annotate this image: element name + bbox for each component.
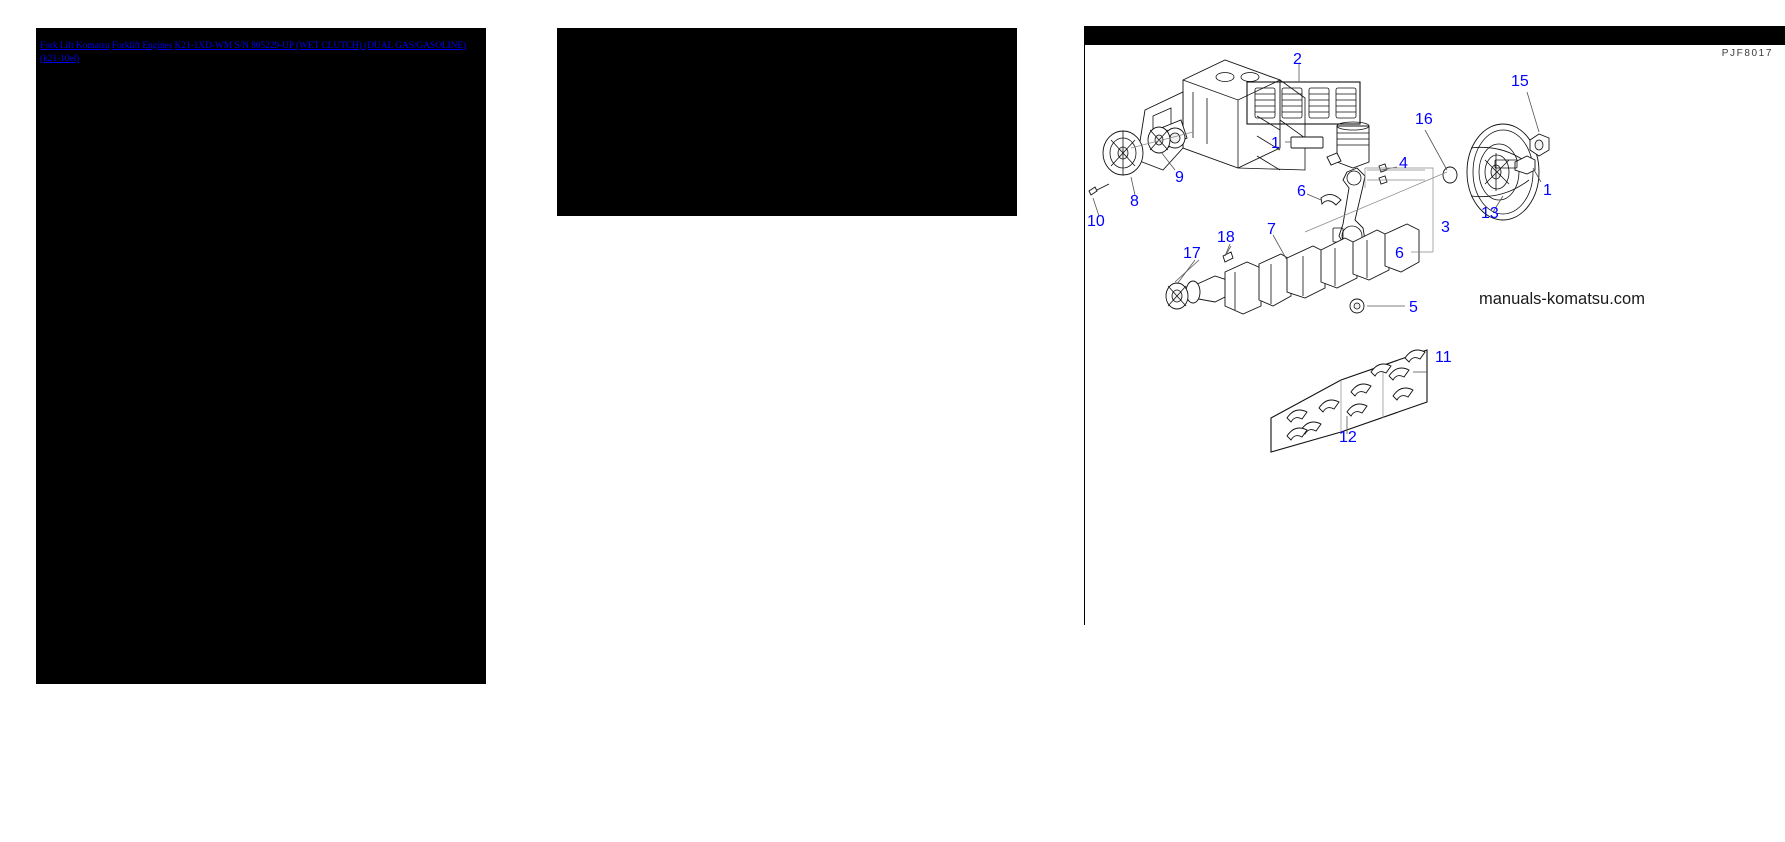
callout-numbers: 2 15 16 1 1 4 9 8 6 13 10 3 7 18 6 17 5 … (1087, 51, 1552, 446)
flywheel-fastener-parts (1494, 133, 1550, 175)
callout-16: 16 (1415, 111, 1433, 128)
middle-content-panel (557, 28, 1017, 216)
assembly-bracket-outline (1304, 167, 1448, 253)
pilot-bearing-part (1349, 298, 1365, 314)
piston-ring-set-part (1246, 81, 1361, 125)
callout-13: 13 (1481, 205, 1499, 222)
callout-12: 12 (1339, 429, 1357, 446)
left-content-panel: Fork Lift Komatsu Forklift Engines K21-1… (36, 28, 486, 684)
main-bearing-set-parts (1270, 349, 1428, 453)
callout-1-bolt: 1 (1543, 182, 1552, 199)
callout-6-upper: 6 (1297, 183, 1306, 200)
breadcrumb: Fork Lift Komatsu Forklift Engines K21-1… (40, 40, 480, 66)
flywheel-part (1466, 123, 1540, 221)
callout-6-lower: 6 (1395, 245, 1404, 262)
dowel-pin-part (1442, 166, 1458, 184)
watermark-text: manuals-komatsu.com (1479, 290, 1645, 308)
callout-1-piston: 1 (1271, 135, 1280, 152)
piston-part (1290, 121, 1370, 169)
breadcrumb-link-fork-lift-komatsu[interactable]: Fork Lift Komatsu (40, 41, 110, 51)
crankshaft-part (1165, 223, 1420, 315)
callout-8: 8 (1130, 193, 1139, 210)
callout-3: 3 (1441, 219, 1450, 236)
exploded-parts-drawing: 2 15 16 1 1 4 9 8 6 13 10 3 7 18 6 17 5 … (1087, 51, 1552, 453)
cylinder-block-part (1136, 59, 1306, 171)
diagram-header-bar (1084, 26, 1785, 45)
callout-2: 2 (1293, 51, 1302, 68)
callout-17: 17 (1183, 245, 1201, 262)
breadcrumb-link-forklift-engines[interactable]: Forklift Engines (111, 41, 173, 51)
callout-4: 4 (1399, 155, 1408, 172)
callout-9: 9 (1175, 169, 1184, 186)
parts-diagram-panel: PJF8017 manuals-komatsu.com (1075, 20, 1785, 625)
callout-18: 18 (1217, 229, 1235, 246)
timing-gear-parts (1088, 126, 1194, 196)
callout-15: 15 (1511, 73, 1529, 90)
diagram-code-label: PJF8017 (1721, 48, 1773, 59)
breadcrumb-link-model[interactable]: K21-1XD-WM S/N 805229-UP (WET CLUTCH) (D… (40, 41, 467, 64)
diagram-left-rule (1084, 45, 1085, 625)
callout-10: 10 (1087, 213, 1105, 230)
callout-7: 7 (1267, 221, 1276, 238)
callout-5: 5 (1409, 299, 1418, 316)
callout-11: 11 (1435, 349, 1452, 366)
